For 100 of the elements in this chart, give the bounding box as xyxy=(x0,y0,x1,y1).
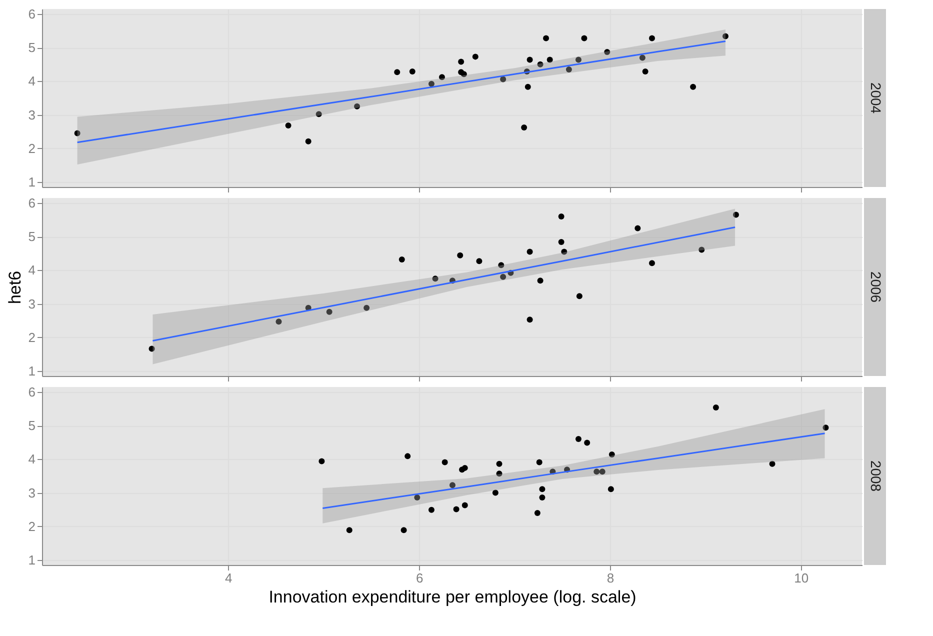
point xyxy=(449,482,456,488)
y-tick-label: 4 xyxy=(28,262,36,278)
x-tick-label: 6 xyxy=(416,570,424,586)
point xyxy=(599,468,606,475)
text: 2004 xyxy=(868,82,884,114)
point xyxy=(608,452,615,458)
point xyxy=(536,459,542,466)
y-tick-label: 5 xyxy=(28,40,36,56)
y-tick-label: 4 xyxy=(28,452,36,467)
point xyxy=(404,453,411,460)
point xyxy=(581,35,588,42)
y-tick-label: 2 xyxy=(28,330,36,345)
point xyxy=(608,486,614,492)
point xyxy=(346,527,352,534)
point xyxy=(498,262,504,268)
y-tick-label: 5 xyxy=(28,418,36,434)
point xyxy=(285,122,292,129)
point xyxy=(496,470,502,477)
point xyxy=(364,304,370,311)
line-series xyxy=(76,40,726,144)
y-tick-label: 3 xyxy=(28,107,36,122)
y-tick-label: 1 xyxy=(28,363,36,378)
point xyxy=(561,248,568,255)
point xyxy=(476,258,482,264)
point xyxy=(500,76,506,82)
point xyxy=(539,486,546,492)
point xyxy=(318,458,325,464)
point xyxy=(732,212,739,218)
point xyxy=(394,69,400,76)
x-tick-label: 8 xyxy=(606,570,614,586)
point xyxy=(534,510,540,516)
point xyxy=(604,48,610,55)
point xyxy=(634,225,641,232)
text: 2008 xyxy=(868,460,884,492)
point xyxy=(712,404,719,410)
point xyxy=(543,35,550,42)
y-tick-label: 6 xyxy=(28,6,36,22)
y-tick-label: 6 xyxy=(28,196,36,211)
point xyxy=(409,68,416,74)
point xyxy=(398,256,405,262)
point xyxy=(414,494,420,500)
point xyxy=(428,80,434,87)
point xyxy=(305,138,312,144)
point xyxy=(648,260,655,266)
point xyxy=(524,84,531,90)
point xyxy=(521,124,528,131)
point xyxy=(539,494,546,500)
point xyxy=(526,56,533,63)
text: 2006 xyxy=(868,271,884,303)
y-tick-label: 2 xyxy=(28,518,36,534)
point xyxy=(698,246,705,253)
point xyxy=(496,460,502,467)
point xyxy=(500,274,506,280)
y-tick-label: 1 xyxy=(28,174,36,190)
y-tick-label: 1 xyxy=(28,552,36,568)
point xyxy=(492,490,498,496)
y-axis-title: het6 xyxy=(5,270,24,304)
point xyxy=(690,84,696,90)
point xyxy=(462,464,468,471)
point xyxy=(316,111,322,118)
point xyxy=(558,239,564,245)
point xyxy=(822,424,829,431)
point xyxy=(575,436,582,442)
x-tick-label: 10 xyxy=(794,570,809,586)
line-series xyxy=(322,432,826,509)
point xyxy=(769,460,776,467)
line-series xyxy=(152,226,736,342)
y-tick-label: 2 xyxy=(28,140,36,156)
point xyxy=(428,506,434,513)
point xyxy=(276,318,282,325)
point xyxy=(526,316,533,323)
point xyxy=(639,54,646,61)
point xyxy=(458,58,464,65)
y-tick-label: 5 xyxy=(28,229,36,244)
point xyxy=(558,213,564,220)
point xyxy=(566,66,572,72)
point xyxy=(326,308,332,315)
point xyxy=(722,33,728,40)
y-tick-label: 3 xyxy=(28,485,36,500)
y-tick-label: 3 xyxy=(28,296,36,312)
point xyxy=(457,252,464,258)
y-tick-label: 6 xyxy=(28,384,36,400)
point xyxy=(442,459,448,466)
point xyxy=(460,71,467,78)
point xyxy=(546,56,553,63)
y-tick-label: 4 xyxy=(28,74,36,89)
point xyxy=(432,276,438,282)
x-axis-title: Innovation expenditure per employee (log. scale) xyxy=(268,588,636,606)
point xyxy=(537,61,544,68)
point xyxy=(462,502,468,508)
point xyxy=(526,248,533,255)
point xyxy=(148,346,155,352)
point xyxy=(400,527,407,534)
point xyxy=(642,68,648,74)
x-tick-label: 4 xyxy=(225,570,232,586)
point xyxy=(594,468,600,475)
point xyxy=(438,74,445,80)
point xyxy=(584,440,590,446)
point xyxy=(576,293,582,300)
point xyxy=(575,56,582,63)
